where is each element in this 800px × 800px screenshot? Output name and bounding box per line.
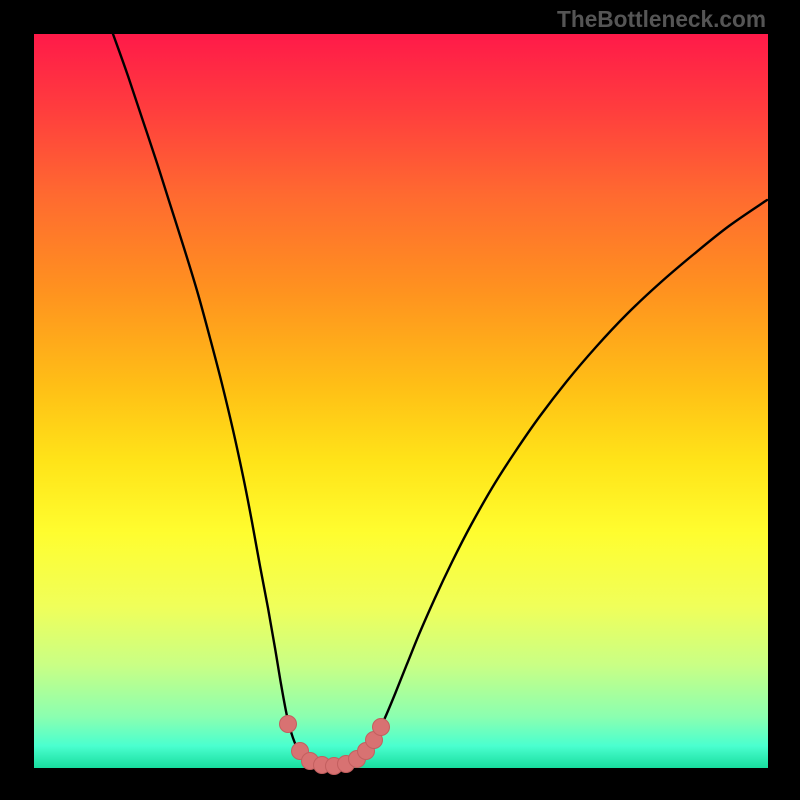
chart-background-gradient (34, 34, 768, 768)
watermark-text: TheBottleneck.com (557, 6, 766, 33)
